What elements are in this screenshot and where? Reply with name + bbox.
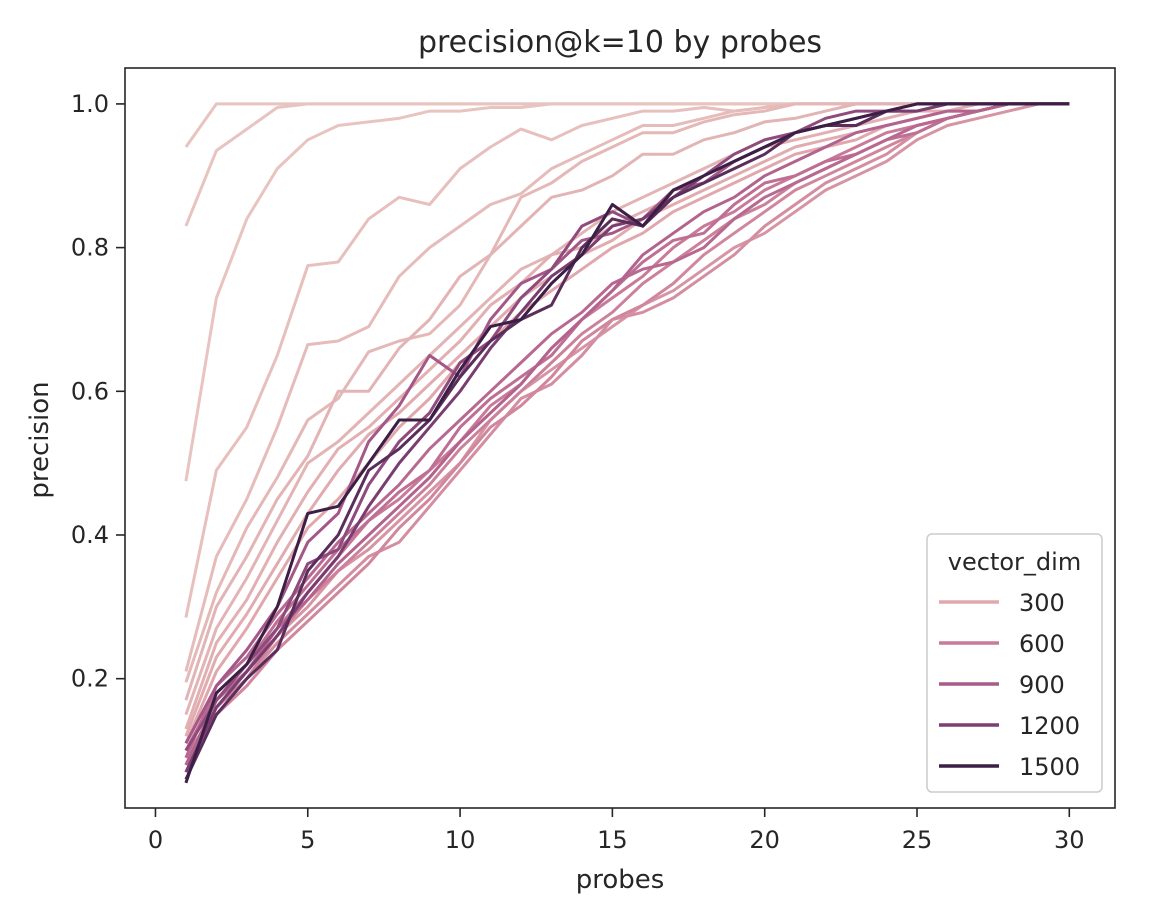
plot-frame [124, 67, 1116, 809]
legend-label-4: 1500 [1019, 753, 1080, 781]
series-line-2 [184, 102, 1070, 482]
x-tick-label: 20 [749, 826, 780, 854]
legend-box [926, 533, 1103, 793]
legend-label-3: 1200 [1019, 712, 1080, 740]
series-line-18 [184, 102, 1070, 766]
legend: vector_dim 300 600 900 1200 1500 [926, 533, 1103, 793]
plot-lines [184, 102, 1070, 784]
y-tick-label: 1.0 [71, 90, 109, 118]
y-axis: 0.2 0.4 0.6 0.8 1.0 [71, 90, 125, 693]
x-tick-label: 5 [300, 826, 315, 854]
legend-title: vector_dim [948, 548, 1081, 576]
x-axis-label: probes [576, 865, 665, 895]
y-tick-label: 0.6 [71, 377, 109, 405]
x-tick-label: 15 [597, 826, 628, 854]
series-line-23 [184, 102, 1070, 784]
y-tick-label: 0.4 [71, 521, 109, 549]
y-tick-label: 0.8 [71, 234, 109, 262]
x-axis: 0 5 10 15 20 25 30 [148, 808, 1085, 854]
legend-label-1: 600 [1019, 630, 1065, 658]
chart-title: precision@k=10 by probes [418, 25, 822, 60]
x-tick-label: 30 [1054, 826, 1085, 854]
x-tick-label: 10 [445, 826, 476, 854]
x-tick-label: 0 [148, 826, 163, 854]
series-line-17 [184, 102, 1070, 759]
legend-label-2: 900 [1019, 671, 1065, 699]
y-tick-label: 0.2 [71, 665, 109, 693]
x-tick-label: 25 [902, 826, 933, 854]
y-axis-label: precision [25, 381, 55, 498]
legend-label-0: 300 [1019, 589, 1065, 617]
